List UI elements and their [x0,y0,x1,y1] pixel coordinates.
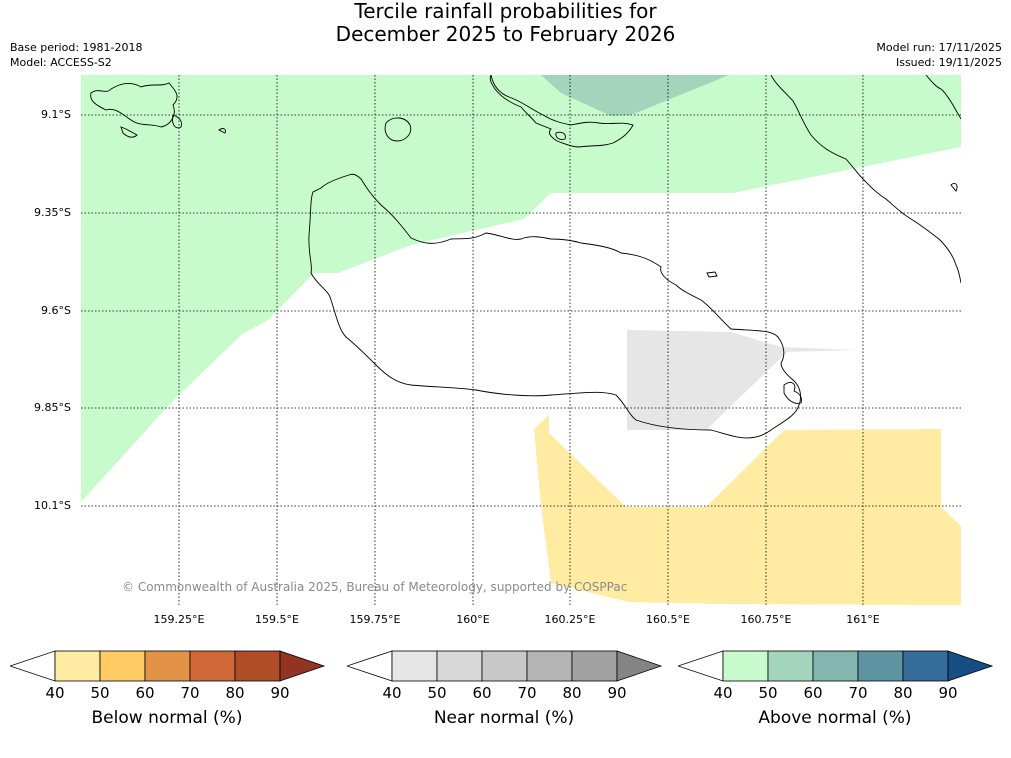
cb-above-tick: 50 [758,684,778,702]
colorbar-segment [526,650,573,682]
savo-island [384,117,412,142]
cb-near-tick: 60 [472,684,492,702]
cb-above-tick: 80 [893,684,913,702]
cb-below-tick: 80 [225,684,245,702]
florida-islands [489,75,634,148]
cb-above-tick: 90 [938,684,958,702]
colorbar-segment [99,650,146,682]
meta-right: Model run: 17/11/2025 Issued: 19/11/2025 [876,40,1002,70]
lon-label: 159.5°E [255,613,299,626]
lon-label: 159.75°E [349,613,401,626]
copyright-credit: © Commonwealth of Australia 2025, Bureau… [122,580,628,594]
lat-label: 9.85°S [34,401,71,414]
lon-label: 159.25°E [153,613,205,626]
colorbar-segment [812,650,859,682]
base-period: Base period: 1981-2018 [10,41,143,54]
colorbar-extend-low [10,650,56,682]
model-name: Model: ACCESS-S2 [10,56,112,69]
near-normal-40-region [627,330,856,430]
lon-label: 160.25°E [544,613,596,626]
cb-below-tick: 40 [45,684,65,702]
cb-near-tick: 80 [562,684,582,702]
colorbar-segment [857,650,904,682]
cb-near-tick: 70 [517,684,537,702]
lon-label: 160.5°E [646,613,690,626]
above-normal-50-region [81,75,961,502]
colorbar-extend-high [279,650,326,682]
cb-above-tick: 60 [803,684,823,702]
map-plot [81,75,961,605]
colorbar-below-normal [10,650,326,682]
cb-below-tick: 70 [180,684,200,702]
colorbar-extend-high [947,650,994,682]
title-line-1: Tercile rainfall probabilities for [354,0,657,23]
colorbar-segment [234,650,281,682]
cb-near-tick: 90 [607,684,627,702]
coastlines [90,75,961,439]
lon-label: 160.75°E [740,613,792,626]
lat-label: 10.1°S [34,499,71,512]
colorbar-above-normal [678,650,994,682]
colorbar-segment [189,650,236,682]
cb-below-tick: 50 [90,684,110,702]
colorbar-segment [436,650,483,682]
cb-above-tick: 70 [848,684,868,702]
malaita-north-tip [925,75,961,120]
cb-near-tick: 40 [382,684,402,702]
lat-label: 9.1°S [41,108,71,121]
guadalcanal-coastline [308,173,802,439]
lon-label: 161°E [846,613,880,626]
colorbar-extend-low [678,650,724,682]
colorbar-segment [391,650,438,682]
issued-date: Issued: 19/11/2025 [895,56,1002,69]
lat-label: 9.6°S [41,304,71,317]
cb-below-tick: 60 [135,684,155,702]
colorbar-segment [902,650,949,682]
cb-above-title: Above normal (%) [758,708,912,728]
colorbar-segment [767,650,814,682]
colorbar-segment [722,650,769,682]
lon-label: 160°E [456,613,490,626]
small-islet [706,271,718,278]
colorbar-segment [481,650,528,682]
above-normal-60-region [541,75,729,116]
malaita-coastline [770,75,961,284]
cb-below-title: Below normal (%) [91,708,243,728]
lat-label: 9.35°S [34,206,71,219]
malaita-islet [950,182,958,192]
colorbar-segment [144,650,191,682]
cb-above-tick: 40 [713,684,733,702]
model-run: Model run: 17/11/2025 [876,41,1002,54]
cb-near-title: Near normal (%) [433,708,575,728]
title-line-2: December 2025 to February 2026 [335,22,676,46]
colorbar-extend-low [347,650,393,682]
below-normal-40-region [534,415,961,605]
colorbar-extend-high [616,650,663,682]
meta-left: Base period: 1981-2018 Model: ACCESS-S2 [10,40,142,70]
colorbar-segment [571,650,618,682]
cb-below-tick: 90 [270,684,290,702]
colorbar-near-normal [347,650,663,682]
east-guadalcanal-islets [783,382,802,404]
cb-near-tick: 50 [427,684,447,702]
map-title: Tercile rainfall probabilities for Decem… [0,0,1011,46]
russell-islands [90,82,226,138]
gridlines [81,75,961,605]
colorbar-segment [54,650,101,682]
